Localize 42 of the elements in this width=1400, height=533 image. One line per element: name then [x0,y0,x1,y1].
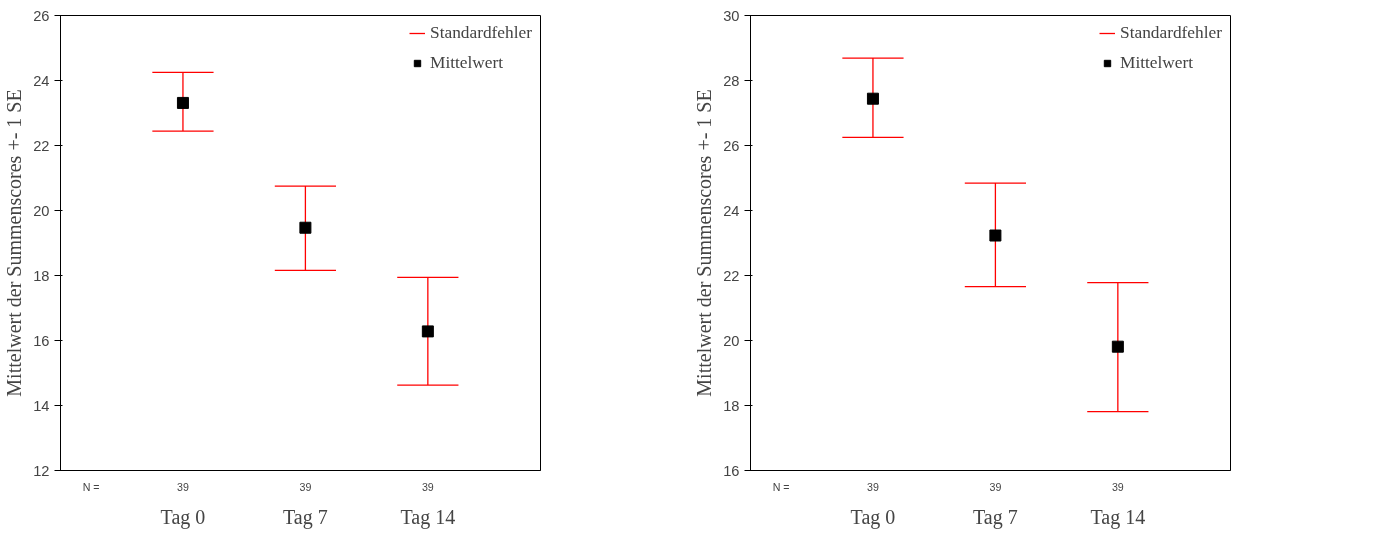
y-tick-label: 22 [723,267,740,284]
x-tick-label: Tag 14 [400,505,456,529]
y-tick-label: 20 [33,202,50,219]
y-tick-label: 18 [33,267,50,284]
point [1111,340,1124,353]
annotation: Standardfehler [1120,23,1222,43]
text: 39 [299,480,312,493]
y-tick-label: 20 [723,332,740,349]
point [866,92,879,105]
point [421,325,434,338]
y-tick-label: 18 [723,397,740,414]
y-tick-label: 30 [723,7,740,24]
text: N = [82,480,100,493]
x-tick-label: Tag 14 [1090,505,1146,529]
y-tick-label: 26 [723,137,740,154]
x-tick-label: Tag 0 [850,505,896,529]
text: 39 [1111,480,1124,493]
y-tick-label: 16 [723,462,740,479]
text: 39 [177,480,189,493]
text: 39 [989,480,1002,493]
text: 39 [867,480,879,493]
y-tick-label: 16 [33,332,50,349]
y-tick-label: 26 [33,7,50,24]
point [299,221,312,234]
legend-label: Mittelwert [430,53,504,73]
x-tick-label: Tag 7 [283,505,328,529]
y-tick-label: 24 [33,72,50,89]
y-axis-title: Mittelwert der Summenscores +- 1 SE [3,89,26,397]
y-tick-label: 12 [33,462,50,479]
point [176,96,189,109]
x-tick-label: Tag 0 [160,505,206,529]
y-tick-label: 28 [723,72,740,89]
point [989,229,1002,242]
y-tick-label: 22 [33,137,50,154]
y-axis-title: Mittelwert der Summenscores +- 1 SE [693,89,716,397]
y-tick-label: 24 [723,202,740,219]
text: N = [772,480,790,493]
text: 39 [421,480,434,493]
x-tick-label: Tag 7 [973,505,1018,529]
annotation: Standardfehler [430,23,532,43]
y-tick-label: 14 [33,397,50,414]
legend-label: Mittelwert [1120,53,1194,73]
